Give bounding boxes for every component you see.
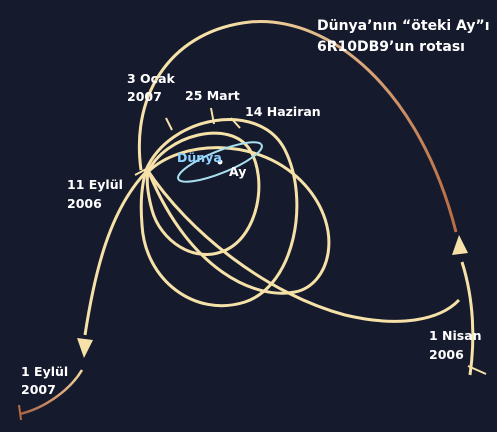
faded-tail-2007 [19, 369, 84, 416]
arrow-down-icon [77, 338, 93, 358]
label-jan2007-day: 3 Ocak [127, 71, 175, 86]
incoming-path-2006 [460, 261, 475, 376]
loop-2007-b [145, 131, 261, 256]
loop-2007-a [139, 118, 299, 308]
loop-lower [146, 146, 331, 295]
earth-dot [217, 159, 223, 165]
outgoing-path-2007 [83, 170, 148, 336]
label-sep2006-day: 11 Eylül [67, 177, 123, 192]
label-apr2006-year: 2006 [429, 347, 464, 362]
tick-mark-jan2007 [165, 117, 173, 131]
title-line-2: 6R10DB9’un rotası [317, 39, 465, 55]
tick-mark-sep2007 [18, 404, 22, 421]
label-apr2006-day: 1 Nisan [429, 328, 482, 343]
moon-orbit [177, 141, 263, 183]
label-sep2007-year: 2007 [21, 382, 56, 397]
label-earth: Dünya [177, 150, 222, 165]
label-jun2007: 14 Haziran [245, 104, 321, 119]
tick-mark-jun2007 [230, 117, 241, 129]
tick-mark-apr2006 [467, 365, 487, 375]
arrow-up-icon [452, 235, 468, 255]
title-line-1: Dünya’nın “öteki Ay”ı [317, 18, 490, 34]
label-mar2007: 25 Mart [185, 88, 240, 103]
tick-mark-mar2007 [210, 107, 215, 125]
diagonal-sweep [144, 167, 461, 323]
tick-mark-sep2006 [134, 166, 151, 176]
label-sep2006-year: 2006 [67, 196, 102, 211]
label-moon: Ay [229, 164, 247, 179]
label-sep2007-day: 1 Eylül [21, 364, 69, 379]
label-jan2007-year: 2007 [127, 89, 162, 104]
outer-arc-2006 [137, 20, 458, 233]
